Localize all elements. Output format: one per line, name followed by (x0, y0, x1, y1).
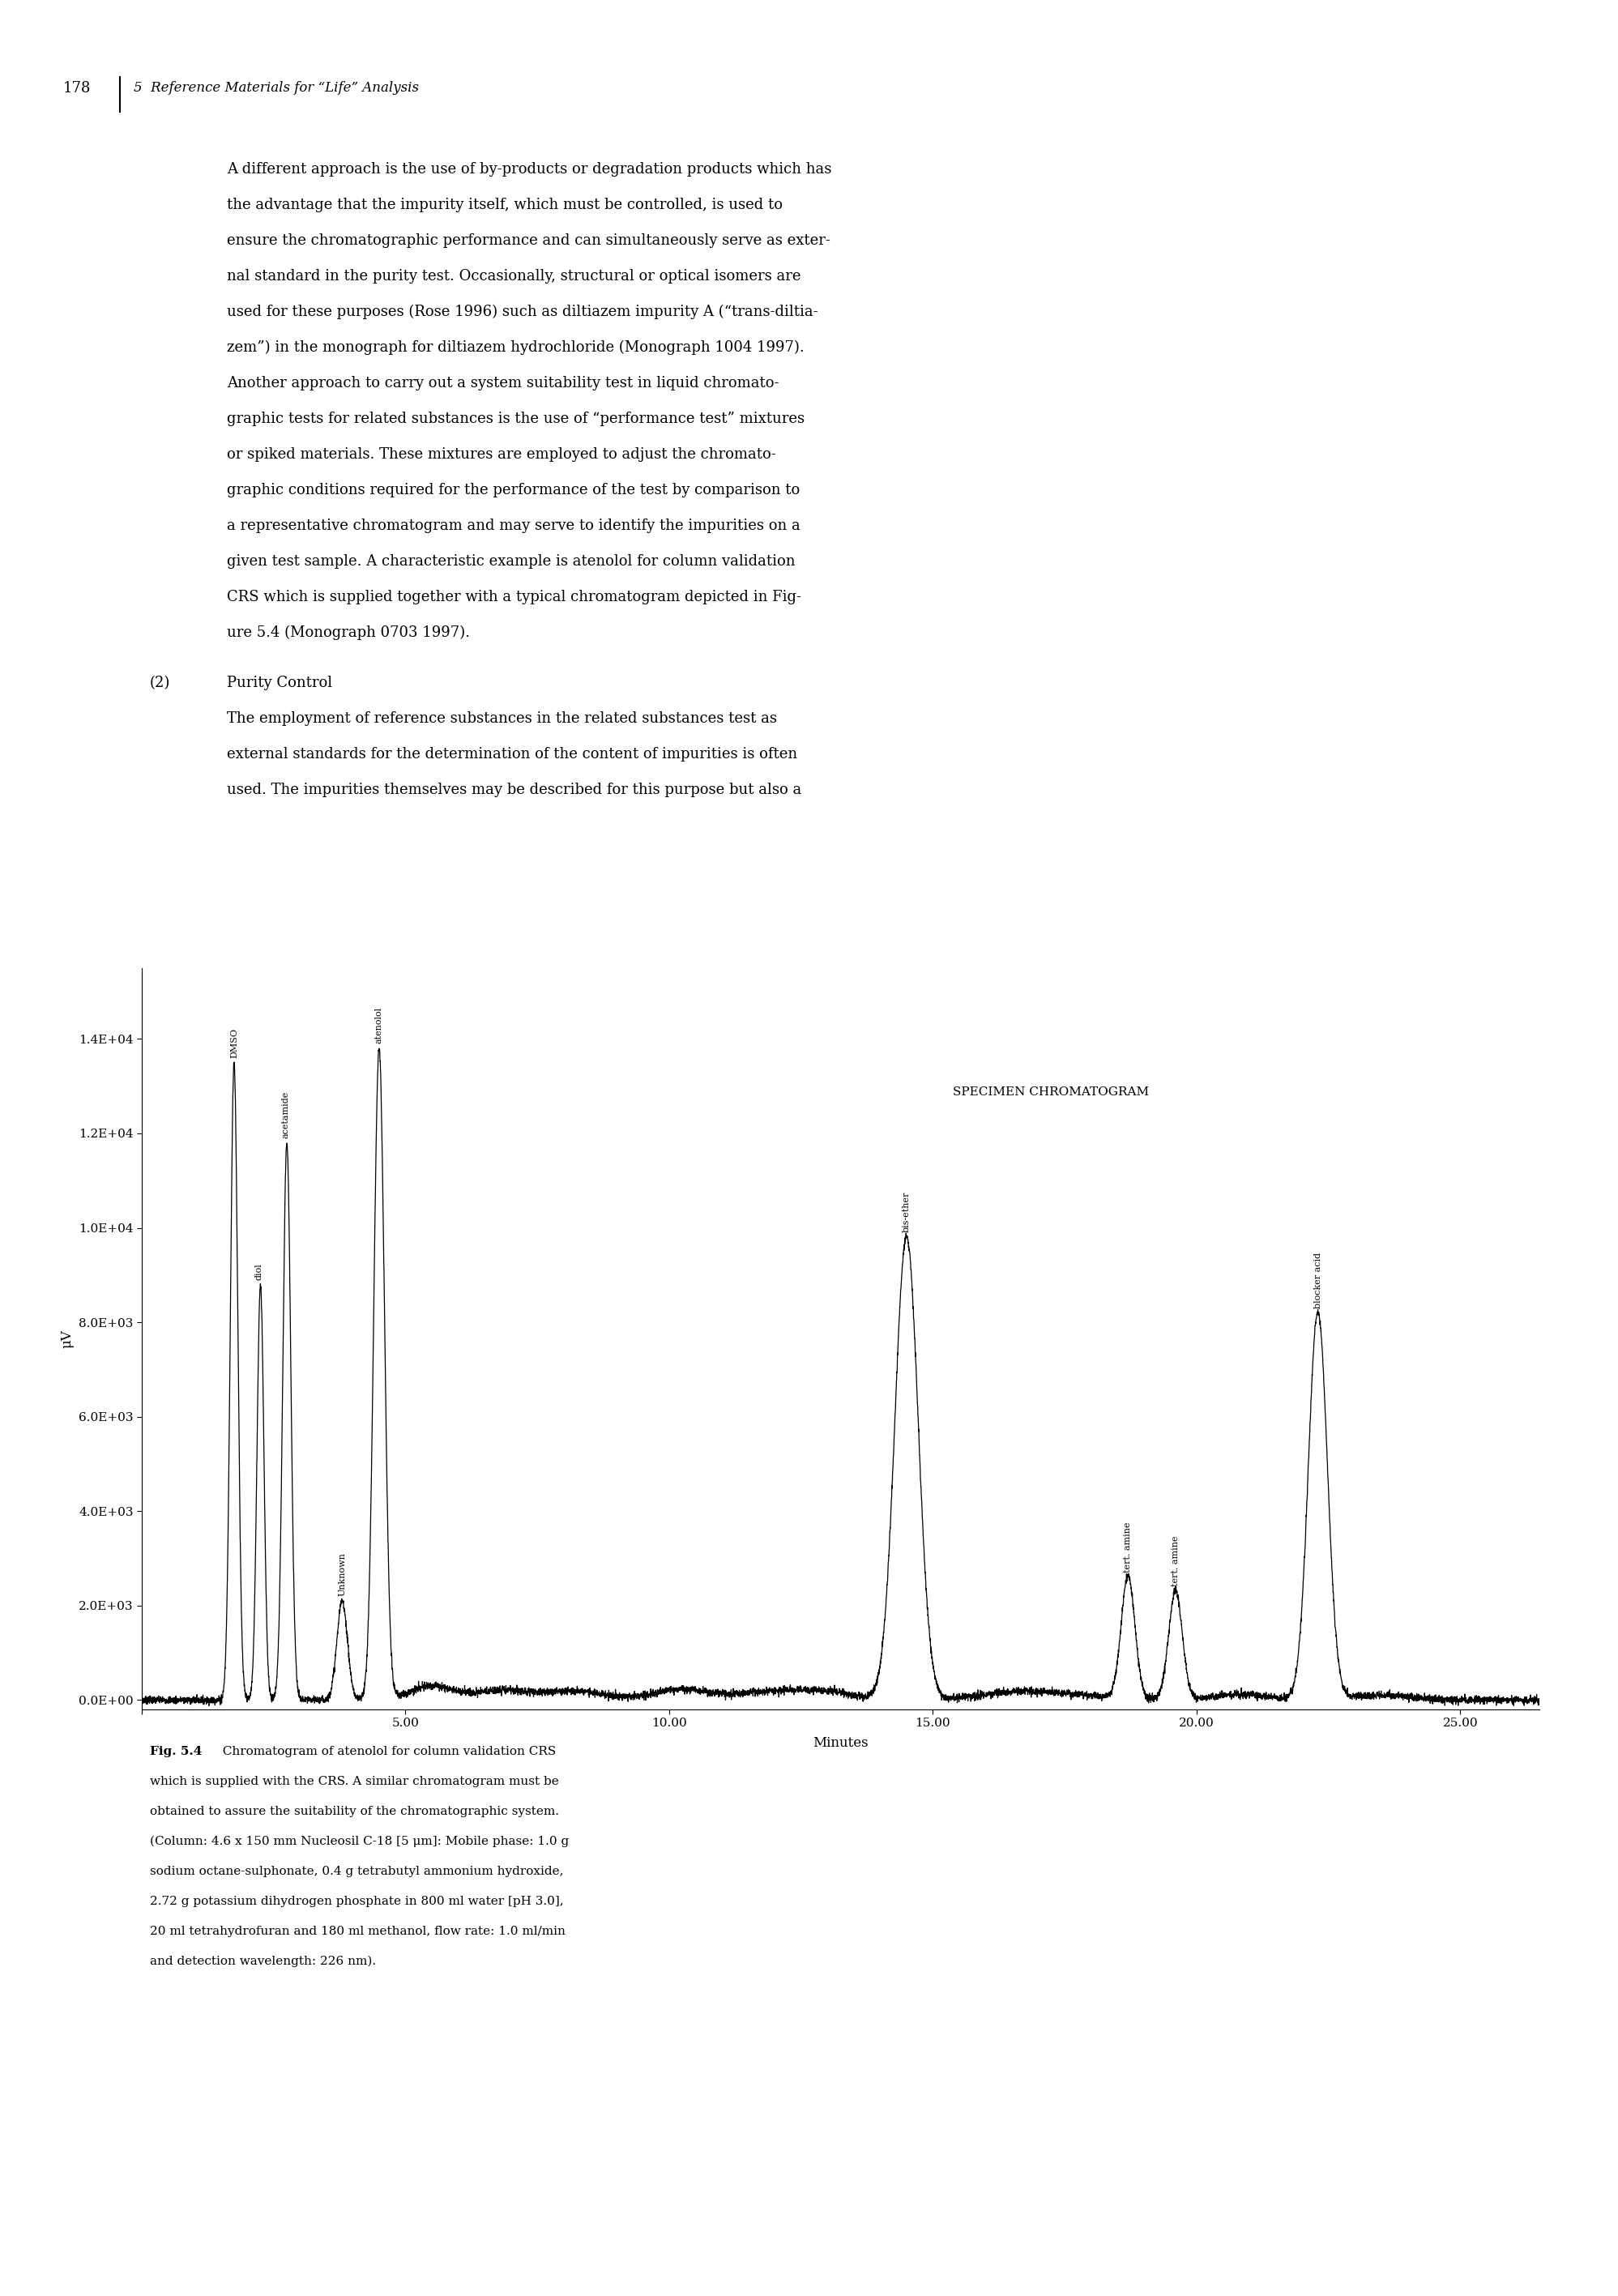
Text: Unknown: Unknown (338, 1552, 346, 1596)
Text: given test sample. A characteristic example is atenolol for column validation: given test sample. A characteristic exam… (227, 553, 794, 569)
Y-axis label: μV: μV (60, 1329, 74, 1348)
Text: SPECIMEN CHROMATOGRAM: SPECIMEN CHROMATOGRAM (953, 1086, 1149, 1097)
Text: graphic tests for related substances is the use of “performance test” mixtures: graphic tests for related substances is … (227, 411, 804, 427)
Text: A different approach is the use of by-products or degradation products which has: A different approach is the use of by-pr… (227, 163, 832, 177)
Text: a representative chromatogram and may serve to identify the impurities on a: a representative chromatogram and may se… (227, 519, 801, 533)
Text: (2): (2) (150, 675, 170, 691)
Text: which is supplied with the CRS. A similar chromatogram must be: which is supplied with the CRS. A simila… (150, 1775, 558, 1786)
Text: CRS which is supplied together with a typical chromatogram depicted in Fig-: CRS which is supplied together with a ty… (227, 590, 801, 604)
Text: and detection wavelength: 226 nm).: and detection wavelength: 226 nm). (150, 1956, 375, 1968)
Text: acetamide: acetamide (282, 1091, 290, 1139)
Text: DMSO: DMSO (230, 1029, 238, 1058)
Text: 20 ml tetrahydrofuran and 180 ml methanol, flow rate: 1.0 ml/min: 20 ml tetrahydrofuran and 180 ml methano… (150, 1926, 565, 1938)
Text: obtained to assure the suitability of the chromatographic system.: obtained to assure the suitability of th… (150, 1807, 560, 1816)
Text: Fig. 5.4: Fig. 5.4 (150, 1745, 202, 1756)
Text: sodium octane-sulphonate, 0.4 g tetrabutyl ammonium hydroxide,: sodium octane-sulphonate, 0.4 g tetrabut… (150, 1867, 563, 1878)
Text: (Column: 4.6 x 150 mm Nucleosil C-18 [5 μm]: Mobile phase: 1.0 g: (Column: 4.6 x 150 mm Nucleosil C-18 [5 … (150, 1837, 570, 1848)
Text: 5  Reference Materials for “Life” Analysis: 5 Reference Materials for “Life” Analysi… (134, 80, 419, 94)
Text: atenolol: atenolol (375, 1008, 383, 1045)
Text: Another approach to carry out a system suitability test in liquid chromato-: Another approach to carry out a system s… (227, 377, 778, 390)
Text: ure 5.4 (Monograph 0703 1997).: ure 5.4 (Monograph 0703 1997). (227, 625, 469, 641)
Text: Purity Control: Purity Control (227, 675, 332, 691)
Text: diol: diol (254, 1263, 262, 1279)
Text: or spiked materials. These mixtures are employed to adjust the chromato-: or spiked materials. These mixtures are … (227, 448, 777, 461)
Text: external standards for the determination of the content of impurities is often: external standards for the determination… (227, 746, 798, 762)
Text: Chromatogram of atenolol for column validation CRS: Chromatogram of atenolol for column vali… (215, 1745, 557, 1756)
X-axis label: Minutes: Minutes (812, 1736, 869, 1750)
Text: blocker acid: blocker acid (1314, 1251, 1322, 1309)
Text: used for these purposes (Rose 1996) such as diltiazem impurity A (“trans-diltia-: used for these purposes (Rose 1996) such… (227, 305, 819, 319)
Text: tert. amine: tert. amine (1125, 1522, 1133, 1573)
Text: 2.72 g potassium dihydrogen phosphate in 800 ml water [pH 3.0],: 2.72 g potassium dihydrogen phosphate in… (150, 1896, 563, 1908)
Text: the advantage that the impurity itself, which must be controlled, is used to: the advantage that the impurity itself, … (227, 197, 783, 211)
Text: ensure the chromatographic performance and can simultaneously serve as exter-: ensure the chromatographic performance a… (227, 234, 830, 248)
Text: used. The impurities themselves may be described for this purpose but also a: used. The impurities themselves may be d… (227, 783, 801, 797)
Text: The employment of reference substances in the related substances test as: The employment of reference substances i… (227, 712, 777, 726)
Text: bis-ether: bis-ether (903, 1192, 911, 1233)
Text: zem”) in the monograph for diltiazem hydrochloride (Monograph 1004 1997).: zem”) in the monograph for diltiazem hyd… (227, 340, 804, 356)
Text: 178: 178 (63, 80, 91, 96)
Text: tert. amine: tert. amine (1171, 1536, 1180, 1587)
Text: graphic conditions required for the performance of the test by comparison to: graphic conditions required for the perf… (227, 482, 799, 498)
Text: nal standard in the purity test. Occasionally, structural or optical isomers are: nal standard in the purity test. Occasio… (227, 269, 801, 285)
